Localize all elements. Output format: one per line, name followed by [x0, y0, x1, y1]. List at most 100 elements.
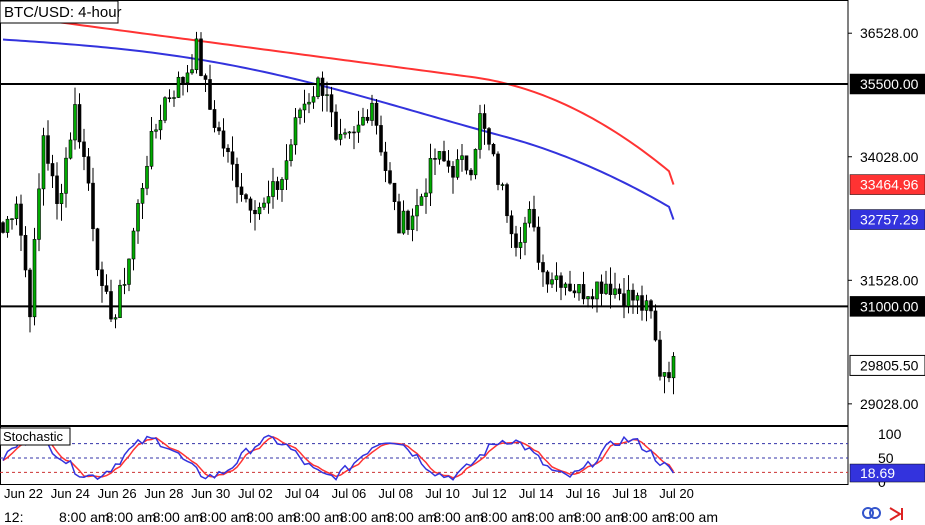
- candle: [532, 195, 536, 232]
- candle: [149, 116, 154, 170]
- candle: [10, 218, 14, 230]
- candle-body: [14, 203, 19, 220]
- candle: [397, 193, 401, 234]
- overlay: BTC/USD: 4-hour Stochastic: [0, 0, 903, 521]
- time-label: 8:00 am: [59, 509, 110, 525]
- candle-body: [392, 182, 397, 202]
- candle: [487, 126, 491, 151]
- level-tag-0-label: 35500.00: [860, 76, 919, 92]
- candle: [50, 154, 55, 189]
- candle-body: [302, 103, 307, 111]
- candle-body: [131, 230, 136, 260]
- date-label: Jun 22: [4, 486, 43, 501]
- candle: [608, 267, 613, 309]
- candle-body: [275, 181, 280, 190]
- candle-body: [478, 113, 482, 150]
- candle: [388, 162, 392, 185]
- stoch-tick-label: 50: [878, 450, 894, 466]
- stoch-frame: [0, 426, 849, 485]
- candle: [595, 281, 599, 313]
- candle-body: [644, 300, 649, 311]
- candle: [518, 227, 523, 260]
- stoch-tick-label: 100: [878, 426, 902, 442]
- candle-body: [46, 135, 50, 164]
- candle-body: [514, 233, 518, 248]
- candle: [163, 96, 167, 124]
- candle: [604, 270, 608, 296]
- candle: [406, 209, 410, 235]
- candle: [262, 197, 266, 211]
- candle: [55, 162, 59, 220]
- candle: [428, 143, 433, 206]
- candle-body: [77, 104, 82, 143]
- candle: [392, 182, 397, 211]
- ma-red-tag-label: 33464.96: [860, 177, 919, 193]
- candle-body: [428, 158, 433, 194]
- candle-body: [370, 102, 374, 121]
- candle: [136, 199, 140, 244]
- candle: [221, 118, 226, 157]
- candle-body: [1, 222, 5, 233]
- candle-body: [469, 169, 473, 176]
- candle-body: [91, 182, 95, 230]
- time-label: 8:00 am: [199, 509, 250, 525]
- arrow-right-icon[interactable]: [889, 507, 903, 521]
- candle-body: [50, 163, 55, 177]
- candle-body: [253, 209, 257, 215]
- time-label: 8:00 am: [621, 509, 672, 525]
- candle: [41, 127, 46, 206]
- candle-body: [500, 184, 505, 186]
- level-tag-1-box: [849, 296, 925, 317]
- candle-body: [604, 283, 608, 294]
- candle: [343, 128, 347, 139]
- candle-body: [617, 288, 622, 294]
- candle-body: [595, 281, 599, 300]
- candle-body: [374, 102, 379, 126]
- candle-body: [464, 155, 469, 171]
- candle-body: [311, 96, 316, 103]
- candle-body: [41, 135, 46, 190]
- candle-body: [496, 153, 500, 185]
- candle-body: [113, 317, 118, 320]
- stoch-k-line: [2, 434, 675, 481]
- time-label: 8:00 am: [293, 509, 344, 525]
- candle: [95, 227, 100, 277]
- candle: [365, 109, 370, 124]
- candle: [23, 226, 28, 278]
- candle-body: [397, 201, 401, 234]
- candle: [145, 155, 149, 196]
- candle: [559, 272, 563, 301]
- candle: [5, 216, 10, 238]
- candle-body: [194, 38, 199, 70]
- candle-body: [55, 175, 59, 204]
- candle-body: [185, 72, 190, 84]
- candle: [572, 283, 577, 298]
- candle: [464, 155, 469, 175]
- candle: [194, 31, 199, 74]
- ma-red-tag-box: [849, 174, 925, 195]
- candle: [374, 98, 379, 135]
- candle-body: [572, 290, 577, 294]
- date-label: Jul 18: [612, 486, 647, 501]
- candle: [104, 274, 109, 295]
- candle: [455, 149, 460, 180]
- candle: [100, 261, 104, 303]
- candle-body: [104, 285, 109, 292]
- candle: [172, 90, 176, 107]
- time-label: 8:00 am: [340, 509, 391, 525]
- candle-body: [518, 242, 523, 248]
- price-tick-label: 29028.00: [860, 396, 919, 412]
- candle: [158, 104, 163, 140]
- candle-body: [473, 149, 478, 176]
- candle-body: [568, 283, 572, 292]
- candle: [266, 180, 271, 214]
- candle-body: [554, 275, 559, 281]
- candle-body: [154, 129, 158, 132]
- price-axis: 36528.00 34028.00 31528.00 29028.00 35500.00…: [848, 25, 925, 490]
- candle-body: [181, 76, 185, 84]
- candle: [284, 144, 289, 190]
- candle-body: [446, 160, 451, 167]
- candle-body: [599, 281, 604, 294]
- candle: [491, 142, 496, 157]
- link-icon[interactable]: [862, 507, 881, 519]
